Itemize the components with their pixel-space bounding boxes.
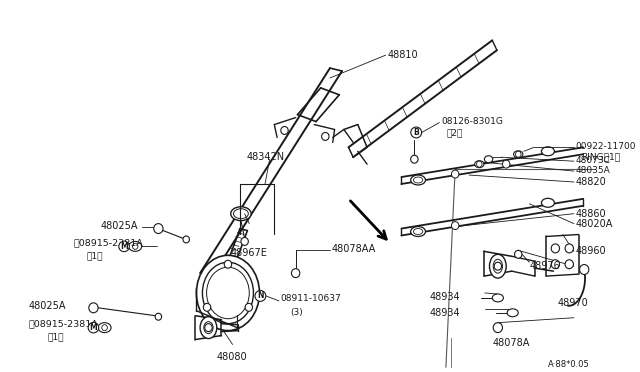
Text: 48976: 48976 <box>529 261 560 271</box>
Circle shape <box>502 160 510 168</box>
Circle shape <box>154 224 163 234</box>
Text: 48080: 48080 <box>217 352 248 362</box>
Circle shape <box>451 170 459 178</box>
Ellipse shape <box>490 254 506 278</box>
Ellipse shape <box>202 262 253 324</box>
Ellipse shape <box>204 322 213 334</box>
Text: 48970: 48970 <box>557 298 588 308</box>
Ellipse shape <box>200 317 217 339</box>
Ellipse shape <box>411 227 426 237</box>
Text: 48820: 48820 <box>576 177 607 187</box>
Text: B: B <box>413 128 419 137</box>
Ellipse shape <box>507 309 518 317</box>
Text: 48078AA: 48078AA <box>332 244 376 254</box>
Text: （2）: （2） <box>447 128 463 138</box>
Ellipse shape <box>413 177 422 183</box>
Circle shape <box>183 236 189 243</box>
Ellipse shape <box>541 147 554 156</box>
Ellipse shape <box>234 209 248 219</box>
Circle shape <box>551 260 559 269</box>
Ellipse shape <box>230 207 251 221</box>
Text: 48035A: 48035A <box>576 166 611 175</box>
Text: ⓜ08915-2381A: ⓜ08915-2381A <box>73 238 143 247</box>
Ellipse shape <box>129 241 141 251</box>
Circle shape <box>493 323 502 333</box>
Circle shape <box>411 155 418 163</box>
Circle shape <box>205 324 212 331</box>
Text: 48073C: 48073C <box>576 156 611 165</box>
Circle shape <box>494 262 502 270</box>
Text: A·88*0.05: A·88*0.05 <box>548 360 589 369</box>
Text: N: N <box>257 291 264 301</box>
Text: 48960: 48960 <box>576 246 606 256</box>
Text: 48025A: 48025A <box>29 301 66 311</box>
Ellipse shape <box>196 255 259 331</box>
Ellipse shape <box>541 198 554 207</box>
Text: （1）: （1） <box>86 251 102 260</box>
Text: 08126-8301G: 08126-8301G <box>441 116 503 126</box>
Text: (3): (3) <box>290 308 303 317</box>
Circle shape <box>224 260 232 268</box>
Ellipse shape <box>492 294 504 302</box>
Circle shape <box>102 325 108 331</box>
Text: 00922-11700: 00922-11700 <box>576 142 636 151</box>
Circle shape <box>515 250 522 258</box>
Circle shape <box>89 303 98 313</box>
Circle shape <box>204 303 211 311</box>
Circle shape <box>291 269 300 278</box>
Ellipse shape <box>514 151 523 158</box>
Ellipse shape <box>493 259 502 273</box>
Text: M: M <box>120 242 128 251</box>
Ellipse shape <box>413 228 422 234</box>
Text: M: M <box>90 323 97 332</box>
Text: 48934: 48934 <box>429 292 460 302</box>
Circle shape <box>155 313 162 320</box>
Text: 48342N: 48342N <box>246 152 285 162</box>
Text: 48078A: 48078A <box>492 337 530 347</box>
Circle shape <box>565 260 573 269</box>
Text: RING（1）: RING（1） <box>581 152 620 161</box>
Ellipse shape <box>207 267 249 319</box>
Text: ⓜ08915-2381A: ⓜ08915-2381A <box>29 320 99 329</box>
Circle shape <box>241 237 248 246</box>
Ellipse shape <box>475 161 484 168</box>
Text: 48967E: 48967E <box>230 248 268 259</box>
Ellipse shape <box>98 323 111 333</box>
Text: 48860: 48860 <box>576 209 606 219</box>
Circle shape <box>515 151 521 157</box>
Text: 48025A: 48025A <box>101 221 138 231</box>
Circle shape <box>281 126 288 134</box>
Circle shape <box>451 222 459 230</box>
Text: （1）: （1） <box>47 333 63 341</box>
Ellipse shape <box>411 175 426 185</box>
Circle shape <box>322 132 329 140</box>
Circle shape <box>565 244 573 253</box>
Text: 48934: 48934 <box>429 308 460 318</box>
Ellipse shape <box>484 156 493 163</box>
Circle shape <box>580 264 589 275</box>
Text: 48020A: 48020A <box>576 219 613 229</box>
Circle shape <box>477 161 482 167</box>
Circle shape <box>551 244 559 253</box>
Text: 48810: 48810 <box>387 50 418 60</box>
Circle shape <box>132 243 138 249</box>
Circle shape <box>245 303 253 311</box>
Text: 08911-10637: 08911-10637 <box>281 294 342 303</box>
